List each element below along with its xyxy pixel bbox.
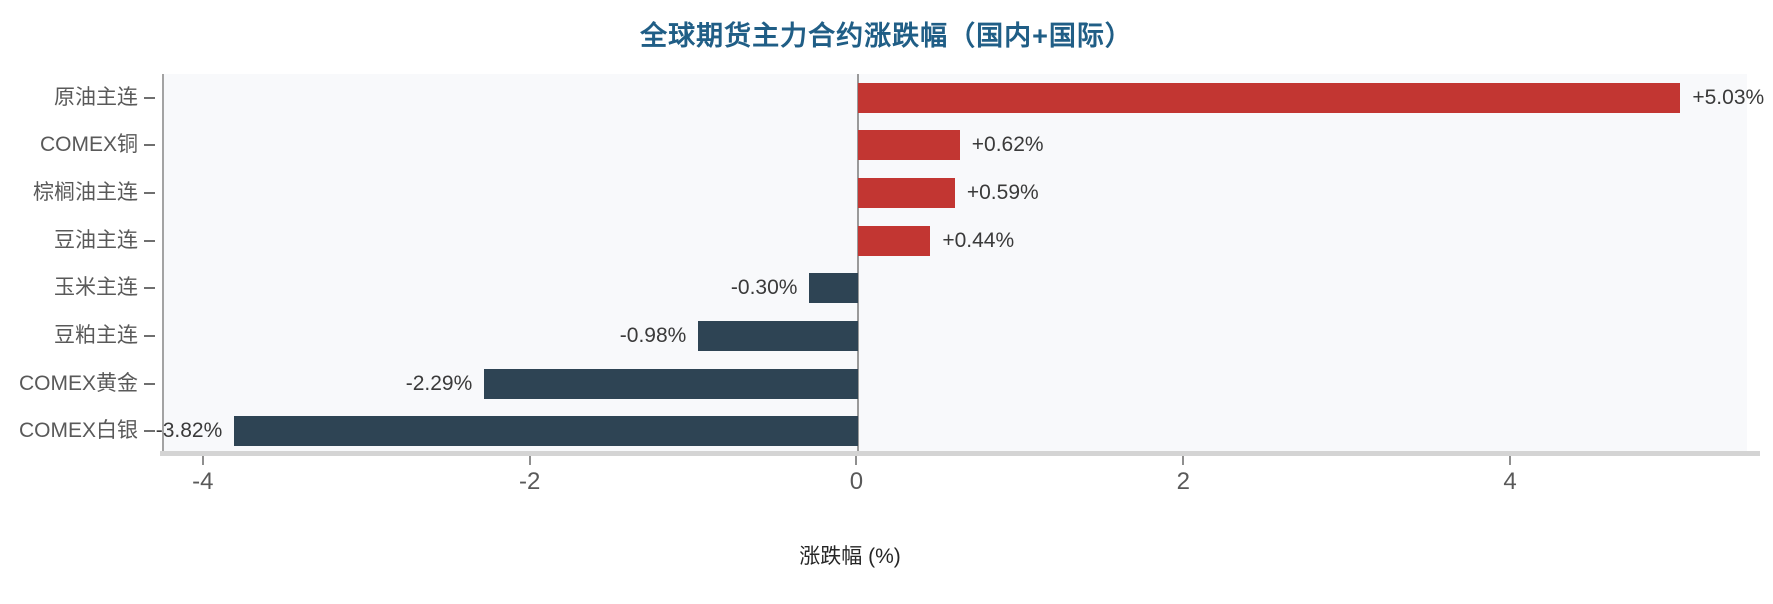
value-label: -3.82% — [155, 419, 223, 443]
category-tick — [144, 239, 155, 242]
bar[interactable] — [858, 178, 955, 209]
zero-axis-line — [857, 74, 860, 455]
value-label: +0.59% — [966, 181, 1039, 205]
plot-area: +5.03% +0.62% +0.59% +0.44% -0.30% -0.98% -2.2… — [156, 74, 1764, 455]
bar[interactable] — [809, 273, 859, 304]
x-tick-mark — [855, 456, 858, 465]
category-tick — [144, 334, 155, 337]
value-label: -0.98% — [619, 323, 687, 347]
bar[interactable] — [698, 320, 859, 351]
x-tick-label: -2 — [518, 468, 541, 495]
category-tick — [144, 192, 155, 195]
bar[interactable] — [234, 416, 859, 447]
value-label: +0.44% — [942, 228, 1015, 252]
x-tick-label: 0 — [849, 468, 864, 495]
category-label: COMEX铜 — [39, 133, 138, 157]
chart-title: 全球期货主力合约涨跌幅（国内+国际） — [640, 21, 1133, 51]
category-tick — [144, 382, 155, 385]
category-tick — [144, 287, 155, 290]
category-label: 玉米主连 — [54, 276, 138, 300]
x-tick-label: 2 — [1176, 468, 1190, 495]
category-tick — [144, 144, 155, 147]
category-label: COMEX白银 — [18, 419, 138, 443]
x-tick-mark — [1509, 456, 1512, 465]
x-tick-mark — [528, 456, 531, 465]
x-axis-title: 涨跌幅 (%) — [799, 545, 901, 568]
category-label: COMEX黄金 — [18, 371, 138, 395]
value-label: -0.30% — [730, 276, 798, 300]
category-tick — [144, 96, 155, 99]
category-label: 豆粕主连 — [54, 323, 138, 347]
bar[interactable] — [484, 368, 859, 399]
x-tick-mark — [201, 456, 204, 465]
x-tick-label: -4 — [192, 468, 214, 495]
value-label: +0.62% — [971, 133, 1044, 157]
category-label: 原油主连 — [54, 85, 138, 109]
x-tick-label: 4 — [1503, 468, 1517, 495]
value-label: +5.03% — [1692, 85, 1765, 109]
x-axis-line — [160, 451, 1760, 456]
bar[interactable] — [858, 82, 1681, 113]
bar[interactable] — [858, 225, 931, 256]
bar[interactable] — [858, 130, 960, 161]
category-label: 棕榈油主连 — [33, 181, 138, 205]
category-tick — [144, 430, 155, 433]
category-label: 豆油主连 — [54, 228, 138, 252]
value-label: -2.29% — [405, 371, 473, 395]
x-tick-mark — [1182, 456, 1185, 465]
